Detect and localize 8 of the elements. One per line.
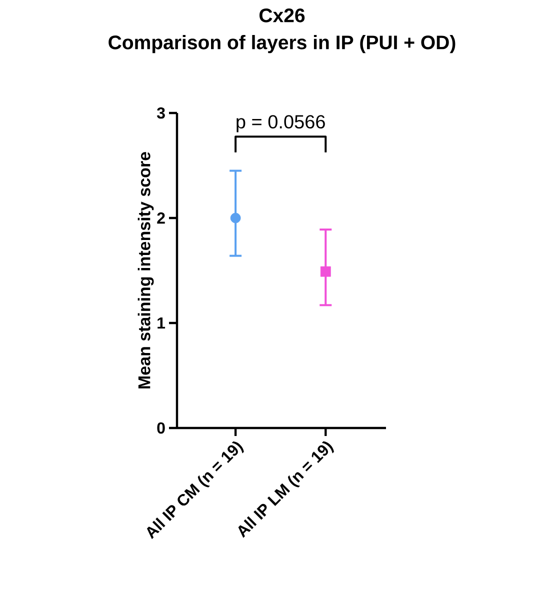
annotation: p = 0.0566 [236, 115, 325, 132]
y-tick-label: 2 [157, 212, 165, 224]
chart-subtitle: Comparison of layers in IP (PUI + OD) [108, 35, 456, 54]
chart-title: Cx26 [259, 8, 305, 22]
y-tick-label: 0 [157, 422, 165, 434]
y-axis-title: Mean staining intensity score [138, 152, 154, 388]
y-tick-label: 1 [158, 317, 166, 329]
y-tick-label: 3 [156, 107, 165, 119]
